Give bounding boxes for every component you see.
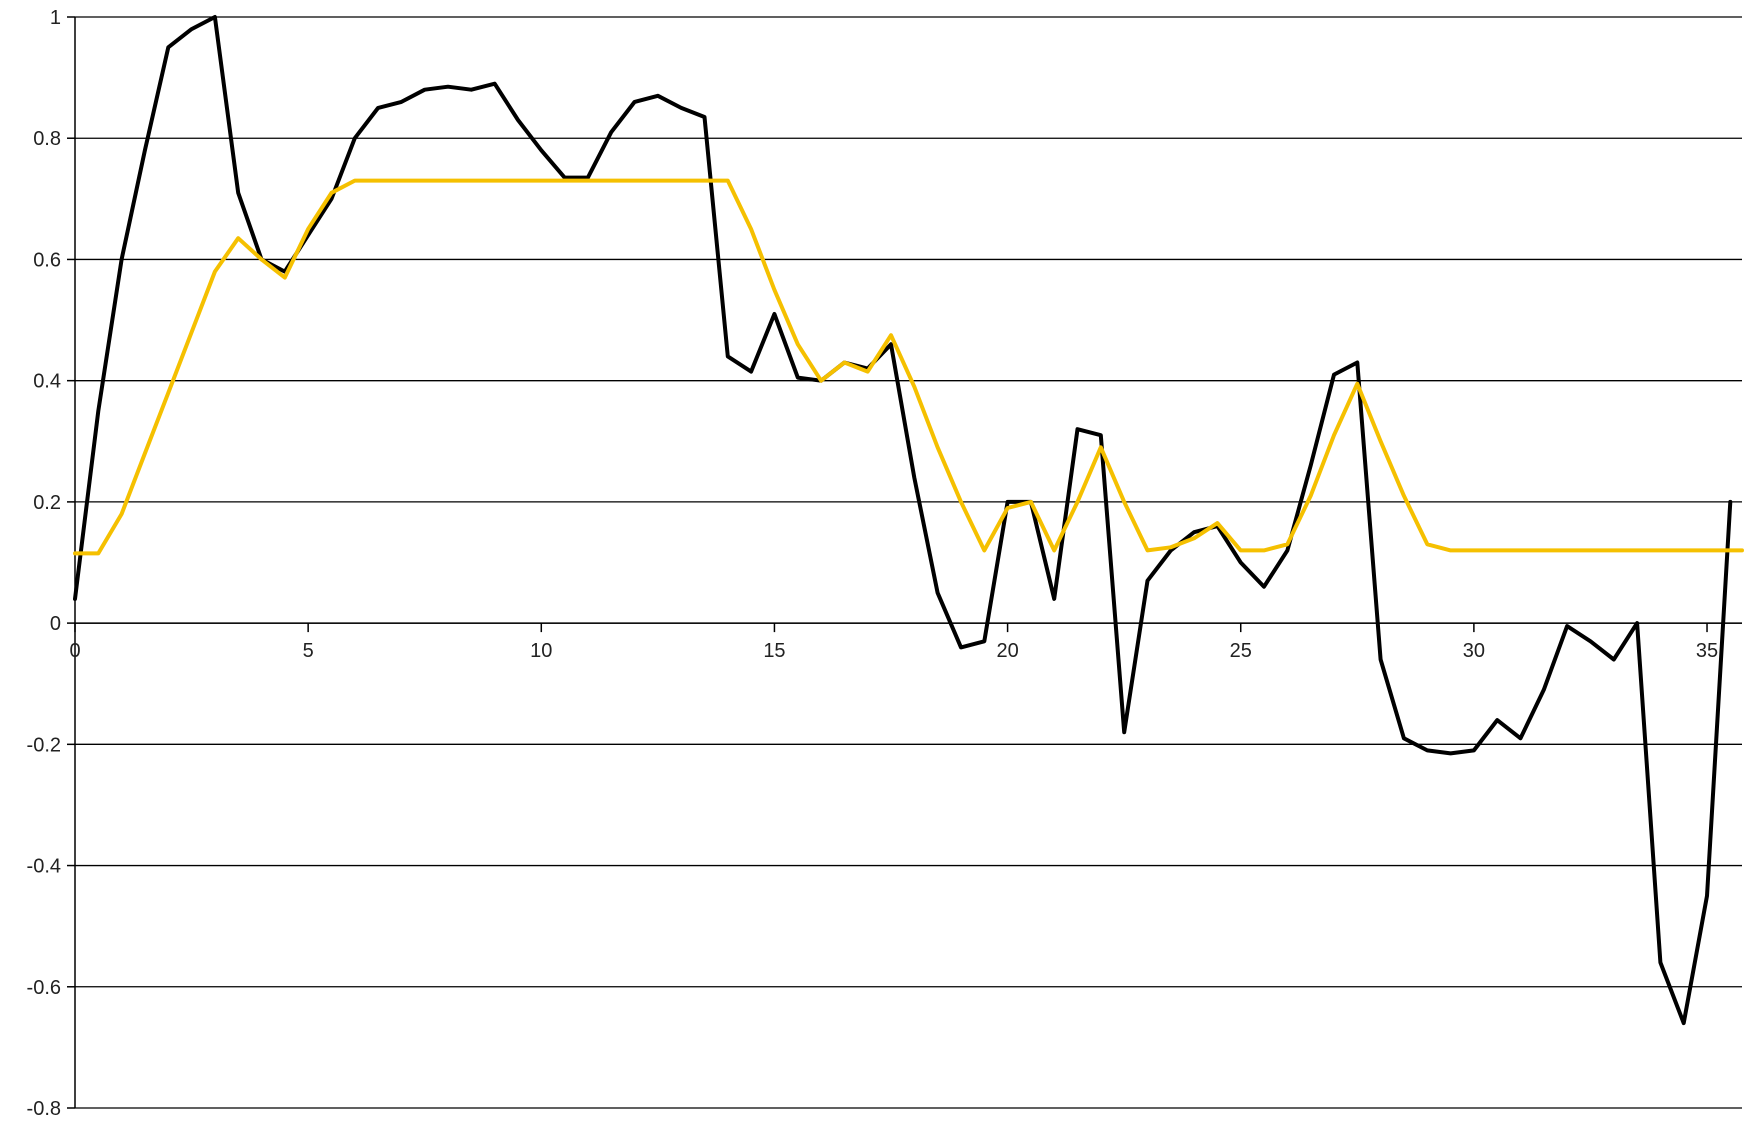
y-tick-label: 1 <box>50 7 61 29</box>
y-tick-label: 0.6 <box>33 249 61 271</box>
x-tick-label: 25 <box>1230 640 1252 662</box>
y-tick-label: 0 <box>50 613 61 635</box>
grid <box>75 16 1742 1109</box>
x-tick-label: 0 <box>69 640 80 662</box>
x-tick-label: 20 <box>996 640 1018 662</box>
x-tick-label: 5 <box>303 640 314 662</box>
y-tick-label: -0.4 <box>27 856 61 878</box>
x-tick-label: 10 <box>530 640 552 662</box>
y-tick-label: 0.8 <box>33 128 61 150</box>
axes <box>67 16 1742 1109</box>
y-tick-label: -0.8 <box>27 1098 61 1120</box>
y-tick-label: 0.2 <box>33 492 61 514</box>
x-tick-label: 30 <box>1463 640 1485 662</box>
series-lines <box>73 15 1744 1026</box>
series-line-yellow <box>73 178 1744 556</box>
y-tick-label: -0.6 <box>27 977 61 999</box>
x-tick-label: 15 <box>763 640 785 662</box>
tick-labels: -0.8-0.6-0.4-0.200.20.40.60.810 5 10 15 20 25… <box>27 7 1719 1120</box>
x-tick-label: 35 <box>1696 640 1718 662</box>
y-tick-label: -0.2 <box>27 734 61 756</box>
series-line-black <box>73 15 1733 1026</box>
y-tick-label: 0.4 <box>33 371 61 393</box>
